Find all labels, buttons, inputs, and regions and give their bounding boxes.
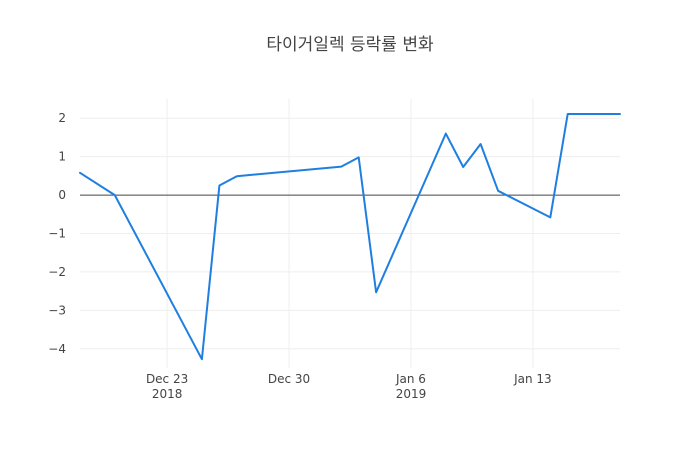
y-tick-label: 2 [58,111,66,125]
y-tick-label: 1 [58,150,66,164]
y-tick-label: −2 [48,265,66,279]
series-line[interactable] [79,113,621,361]
y-tick-label: −4 [48,342,66,356]
x-tick-year-label: 2018 [152,387,183,401]
x-tick-label: Jan 6 [395,372,426,386]
x-tick-label: Jan 13 [513,372,552,386]
x-tick-year-label: 2019 [396,387,427,401]
x-tick-label: Dec 23 [146,372,188,386]
y-tick-label: 0 [58,188,66,202]
x-tick-label: Dec 30 [268,372,310,386]
y-tick-label: −1 [48,227,66,241]
chart-title: 타이거일렉 등락률 변화 [266,35,434,55]
y-tick-label: −3 [48,303,66,317]
